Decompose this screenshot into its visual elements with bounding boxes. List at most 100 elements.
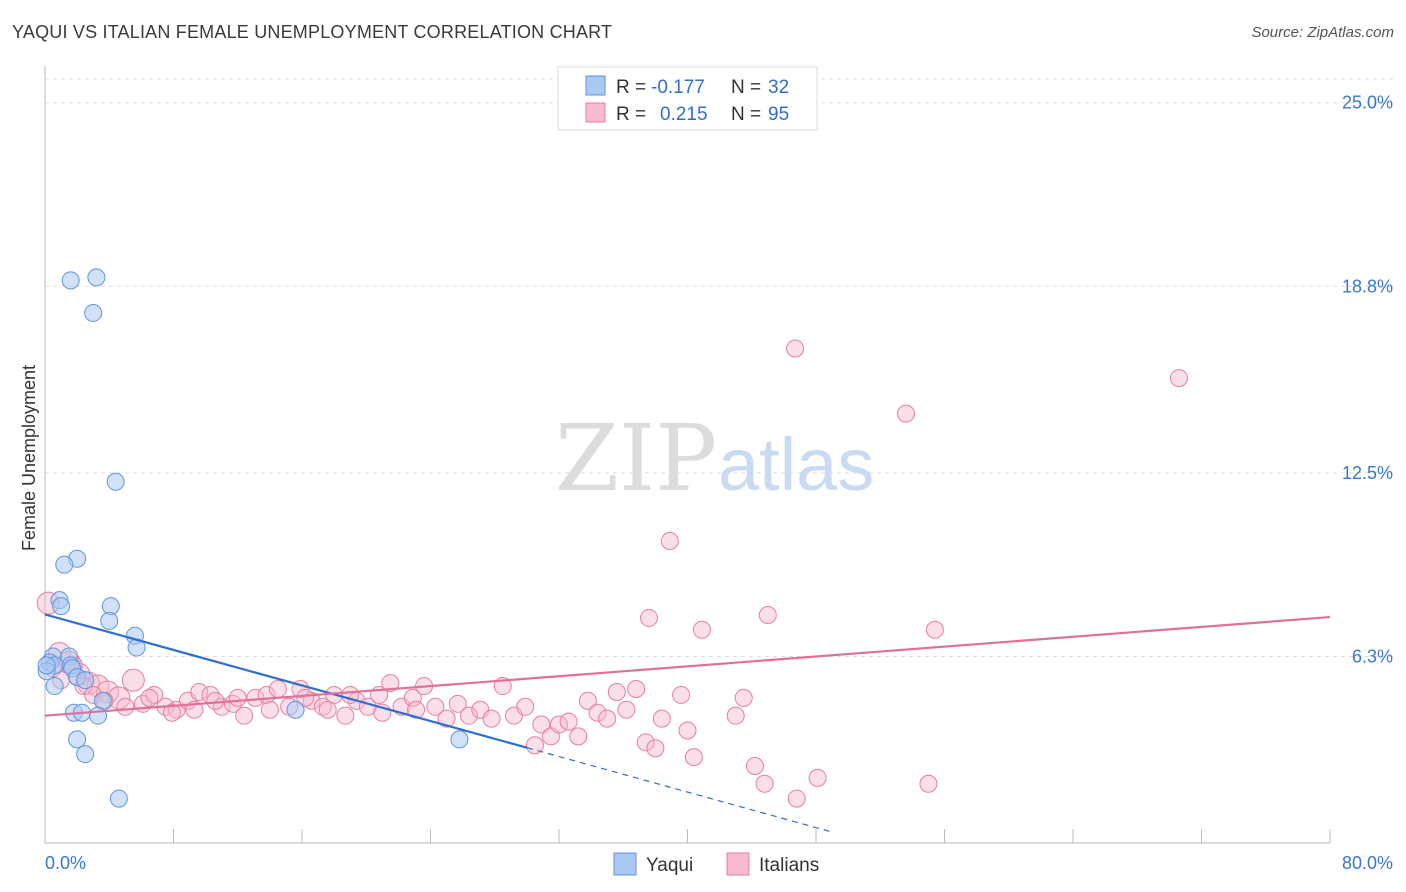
y-axis-title: Female Unemployment — [19, 365, 39, 551]
yaqui-point — [76, 671, 95, 690]
italians-point — [460, 706, 479, 725]
yaqui-point — [87, 268, 106, 287]
y-tick-label: 6.3% — [1352, 646, 1393, 666]
legend-r-value-yaqui: -0.177 — [651, 77, 705, 98]
italians-point — [223, 694, 242, 713]
bottom-legend-yaqui: Yaqui — [646, 855, 693, 876]
trend-lines — [44, 613, 1331, 833]
italians-point — [318, 700, 337, 719]
yaqui-point — [106, 472, 125, 491]
italians-point — [652, 709, 671, 728]
italians-point — [448, 694, 467, 713]
italians-point — [598, 709, 617, 728]
watermark-atlas: atlas — [718, 423, 874, 506]
italians-point — [692, 620, 711, 639]
source-label: Source: ZipAtlas.com — [1251, 24, 1394, 41]
yaqui-point — [84, 303, 103, 322]
italians-point — [660, 531, 679, 550]
italians-point — [919, 774, 938, 793]
italians-point — [607, 682, 626, 701]
bottom-legend: Yaqui Italians — [613, 852, 819, 876]
data-points — [36, 268, 1189, 808]
italians-point — [786, 339, 805, 358]
italians-point — [381, 674, 400, 693]
italians-point — [516, 697, 535, 716]
italians-point — [162, 703, 181, 722]
legend-r-label: R = — [616, 104, 646, 125]
italians-point — [525, 736, 544, 755]
yaqui-point — [101, 597, 120, 616]
yaqui-point — [450, 730, 469, 749]
italians-point — [559, 712, 578, 731]
italians-point — [532, 715, 551, 734]
y-tick-label: 25.0% — [1342, 93, 1393, 113]
italians-point — [588, 703, 607, 722]
gridlines — [45, 78, 1395, 657]
italians-point — [268, 680, 287, 699]
legend-n-value-yaqui: 32 — [768, 77, 789, 98]
legend-swatch-italians — [585, 102, 606, 123]
yaqui-point — [100, 611, 119, 630]
italians-point — [639, 608, 658, 627]
italians-point — [636, 733, 655, 752]
italians-point — [116, 697, 135, 716]
italians-point — [755, 774, 774, 793]
italians-point — [145, 685, 164, 704]
italians-point — [228, 688, 247, 707]
italians-point — [336, 706, 355, 725]
legend-n-label: N = — [731, 77, 761, 98]
italians-point — [569, 727, 588, 746]
italians-point — [206, 691, 225, 710]
chart-title: YAQUI VS ITALIAN FEMALE UNEMPLOYMENT COR… — [12, 22, 613, 42]
x-tick-label: 0.0% — [45, 853, 86, 873]
legend-box: R = -0.177 N = 32 R = 0.215 N = 95 — [557, 66, 818, 131]
italians-point — [1170, 369, 1189, 388]
italians-point — [437, 709, 456, 728]
yaqui-point — [55, 555, 74, 574]
x-tick-labels: 0.0% 80.0% — [45, 853, 1393, 873]
yaqui-point — [76, 745, 95, 764]
italians-point — [646, 739, 665, 758]
yaqui-point — [37, 656, 56, 675]
watermark: ZIP atlas — [555, 405, 874, 512]
italians-point — [745, 757, 764, 776]
italians-point — [627, 680, 646, 699]
italians-point — [140, 688, 159, 707]
italians-point — [787, 789, 806, 808]
bottom-legend-italians: Italians — [759, 855, 819, 876]
yaqui-point — [68, 730, 87, 749]
italians-point — [672, 685, 691, 704]
italians-point — [121, 668, 145, 692]
italians-point — [617, 700, 636, 719]
x-tick-label: 80.0% — [1342, 853, 1393, 873]
y-tick-label: 12.5% — [1342, 463, 1393, 483]
legend-n-label: N = — [731, 104, 761, 125]
italians-point — [235, 706, 254, 725]
legend-n-value-italians: 95 — [768, 104, 789, 125]
trend-line-italians — [44, 615, 1331, 717]
trend-line-extension — [526, 747, 833, 833]
legend-swatch-yaqui — [585, 75, 606, 96]
italians-point — [426, 697, 445, 716]
italians-point — [678, 721, 697, 740]
italians-point — [684, 748, 703, 767]
italians-point — [260, 700, 279, 719]
italians-point — [925, 620, 944, 639]
trend-line-yaqui — [44, 613, 528, 749]
italians-point — [190, 682, 209, 701]
italians-point — [403, 688, 422, 707]
italians-point — [734, 688, 753, 707]
italians-point — [482, 709, 501, 728]
italians-point — [896, 404, 915, 423]
italians-point — [313, 697, 332, 716]
italians-point — [296, 688, 315, 707]
yaqui-point — [89, 706, 108, 725]
yaqui-point — [52, 597, 71, 616]
italians-point — [726, 706, 745, 725]
italians-point — [808, 768, 827, 787]
bottom-legend-swatch-yaqui — [613, 852, 637, 876]
axes — [44, 66, 1331, 844]
y-tick-label: 18.8% — [1342, 276, 1393, 296]
italians-point — [578, 691, 597, 710]
